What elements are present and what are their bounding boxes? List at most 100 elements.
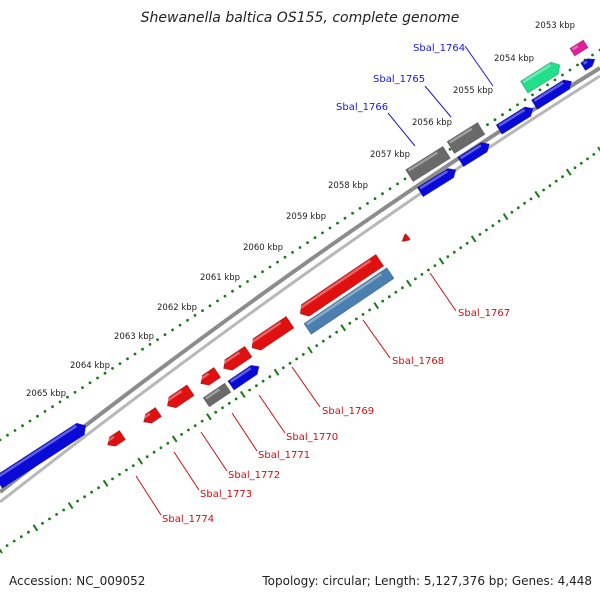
tick-dot xyxy=(403,177,407,181)
tick-dot xyxy=(351,211,354,215)
tick-dot xyxy=(465,241,469,245)
gene-red-b-sheen xyxy=(222,351,241,365)
tick-dot xyxy=(27,530,30,534)
tick-dot xyxy=(387,295,391,299)
gene-red-c-sheen xyxy=(142,412,151,420)
tick-dot xyxy=(328,226,332,230)
gene-sbal-1766-body xyxy=(405,145,451,183)
tick-dot xyxy=(43,410,47,413)
callout-sbal-1772 xyxy=(200,431,228,472)
tick-dot xyxy=(55,513,58,516)
top-gene-labels: Sbal_1764 Sbal_1765 Sbal_1766 xyxy=(336,43,465,113)
tick-dot xyxy=(221,406,224,410)
gene-forward-c-sheen xyxy=(498,108,526,127)
tick-dot xyxy=(261,379,265,383)
tick-mark xyxy=(239,390,246,398)
gene-red-c-body xyxy=(143,406,163,424)
gene-sbal-1774-body xyxy=(107,429,127,447)
gene-sbal-1767-body xyxy=(401,233,411,243)
gene-sbal-1765-sheen xyxy=(449,127,473,144)
tick-dot xyxy=(201,309,204,312)
gene-red-a-sheen xyxy=(250,321,282,344)
callout-sbal-1766 xyxy=(387,112,416,147)
tick-dot xyxy=(126,357,129,361)
gene-label-sbal-1768[interactable]: Sbal_1768 xyxy=(392,356,444,367)
gene-label-sbal-1766[interactable]: Sbal_1766 xyxy=(336,102,388,113)
tick-dot xyxy=(83,495,86,499)
gene-label-sbal-1765[interactable]: Sbal_1765 xyxy=(373,74,425,85)
gene-label-sbal-1772[interactable]: Sbal_1772 xyxy=(228,470,280,481)
gene-label-sbal-1774[interactable]: Sbal_1774 xyxy=(162,514,214,525)
tick-dot xyxy=(125,468,128,472)
tick-dot xyxy=(12,539,16,543)
tick-mark xyxy=(438,257,445,265)
gene-forward-b-sheen xyxy=(533,81,564,102)
gene-sbal-1768-sheen xyxy=(306,272,383,326)
gene-red-c xyxy=(142,406,163,424)
tick-dot xyxy=(358,207,362,210)
gene-sbal-1767 xyxy=(401,233,411,243)
tick-dot xyxy=(118,362,122,365)
tick-dot xyxy=(516,103,519,107)
tick-dot xyxy=(573,166,577,170)
backbone-line-outer xyxy=(0,66,600,494)
tick-mark xyxy=(340,324,347,332)
kbp-label: 2054 kbp xyxy=(494,54,534,64)
gene-sbal-1770-body xyxy=(227,364,260,391)
gene-forward-d-body xyxy=(457,142,490,168)
tick-dot xyxy=(118,473,121,476)
gene-sbal-1766-sheen xyxy=(407,151,439,172)
gene-red-a xyxy=(250,315,295,351)
tick-dot xyxy=(452,250,456,254)
tick-dot xyxy=(6,433,9,437)
gene-sbal-1765 xyxy=(446,121,486,155)
tick-dot xyxy=(420,273,424,276)
gene-sbal-1772-body xyxy=(200,366,222,386)
tick-dot xyxy=(313,236,317,240)
tick-dot xyxy=(51,405,54,409)
gene-label-sbal-1767[interactable]: Sbal_1767 xyxy=(458,308,510,319)
gene-label-sbal-1769[interactable]: Sbal_1769 xyxy=(322,406,374,417)
tick-dot xyxy=(76,499,79,503)
tick-dot xyxy=(111,367,114,370)
gene-forward-f-sheen xyxy=(0,425,77,479)
inner-tick-track xyxy=(0,146,600,554)
gene-sbal-1772 xyxy=(199,366,222,386)
tick-dot xyxy=(295,357,298,361)
tick-dot xyxy=(414,277,417,281)
tick-dot xyxy=(579,161,583,165)
tick-dot xyxy=(368,308,371,312)
kbp-label: 2059 kbp xyxy=(286,212,326,222)
tick-dot xyxy=(268,375,272,379)
gene-label-sbal-1773[interactable]: Sbal_1773 xyxy=(200,489,252,500)
tick-dot xyxy=(366,202,369,205)
tick-mark xyxy=(565,168,572,176)
tick-dot xyxy=(227,401,231,405)
tick-dot xyxy=(0,438,2,442)
gene-sbal-1764-box-body xyxy=(569,39,589,57)
kbp-label: 2064 kbp xyxy=(70,361,110,371)
tick-dot xyxy=(523,98,527,102)
kbp-label: 2062 kbp xyxy=(157,303,197,313)
tick-dot xyxy=(348,321,352,325)
gene-sbal-1769-sheen xyxy=(298,259,372,310)
gene-label-sbal-1764[interactable]: Sbal_1764 xyxy=(413,43,465,54)
tick-dot xyxy=(19,535,23,539)
callout-sbal-1769 xyxy=(291,366,321,408)
tick-dot xyxy=(491,224,495,228)
gene-label-sbal-1770[interactable]: Sbal_1770 xyxy=(286,432,338,443)
tick-dot xyxy=(193,314,197,317)
tick-dot xyxy=(298,246,302,249)
gene-label-sbal-1771[interactable]: Sbal_1771 xyxy=(258,450,310,461)
gene-forward-e xyxy=(416,167,457,198)
gene-forward-d xyxy=(457,142,490,168)
tick-dot xyxy=(321,231,324,235)
tick-dot xyxy=(248,388,252,392)
tick-dot xyxy=(193,424,197,427)
map-title: Shewanella baltica OS155, complete genom… xyxy=(140,10,460,26)
gene-forward-d-sheen xyxy=(459,144,482,160)
gene-forward-f xyxy=(0,422,87,489)
tick-dot xyxy=(433,264,437,267)
tick-dot xyxy=(335,330,338,334)
tick-dot xyxy=(336,221,339,225)
